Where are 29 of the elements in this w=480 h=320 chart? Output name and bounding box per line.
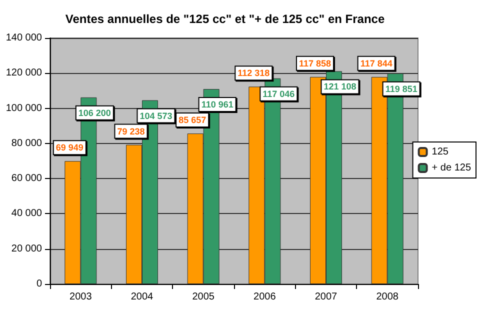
y-tick-label: 120 000 <box>6 68 42 79</box>
x-tick-label: 2008 <box>376 292 399 302</box>
x-tick-label: 2004 <box>130 292 154 302</box>
data-label: 117 046 <box>262 88 295 99</box>
legend-label: 125 <box>432 146 449 158</box>
x-tick-label: 2006 <box>254 292 276 302</box>
data-label: 119 851 <box>385 84 418 94</box>
data-label: 85 657 <box>178 114 206 125</box>
x-tick-label: 2007 <box>314 292 338 302</box>
data-label: 117 844 <box>360 58 392 68</box>
data-label: 112 318 <box>238 68 270 78</box>
chart-title: Ventes annuelles de "125 cc" et "+ de 125 cc" en France <box>65 12 385 26</box>
legend-label: + de 125 <box>432 162 472 174</box>
y-tick-label: 60 000 <box>11 173 42 184</box>
data-label: 69 949 <box>56 142 84 153</box>
data-label: 79 238 <box>117 126 145 136</box>
y-tick-label: 100 000 <box>6 102 42 114</box>
data-label: 110 961 <box>201 100 234 110</box>
x-tick-label: 2003 <box>70 292 92 302</box>
y-tick-label: 80 000 <box>11 138 42 149</box>
y-tick-label: 40 000 <box>11 208 42 220</box>
y-tick-label: 0 <box>36 278 42 290</box>
data-label: 121 108 <box>324 82 356 92</box>
y-tick-label: 140 000 <box>6 32 42 44</box>
x-tick-label: 2005 <box>192 292 215 302</box>
y-tick-label: 20 000 <box>11 243 42 254</box>
data-label: 104 573 <box>140 110 172 121</box>
data-label: 106 200 <box>78 108 111 118</box>
data-label: 117 858 <box>298 58 332 68</box>
